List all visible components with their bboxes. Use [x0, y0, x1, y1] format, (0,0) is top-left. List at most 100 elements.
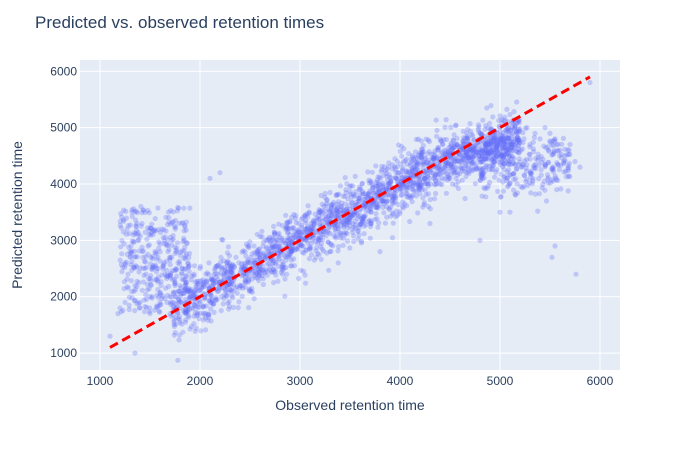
- data-point: [469, 165, 475, 171]
- data-point: [444, 148, 450, 154]
- data-point: [217, 170, 223, 176]
- data-point: [361, 223, 367, 229]
- data-point: [322, 208, 328, 214]
- data-point: [151, 228, 157, 234]
- data-point: [426, 149, 432, 155]
- data-point: [264, 261, 270, 267]
- data-point: [226, 274, 232, 280]
- data-point: [144, 287, 150, 293]
- data-point: [491, 158, 497, 165]
- data-point: [504, 135, 510, 141]
- data-point: [389, 198, 395, 204]
- data-point: [375, 180, 381, 186]
- data-point: [351, 224, 357, 230]
- data-point: [502, 128, 508, 134]
- data-point: [243, 261, 249, 267]
- data-point: [411, 172, 417, 178]
- data-point: [337, 183, 343, 189]
- data-point: [190, 305, 196, 311]
- data-point: [161, 260, 167, 266]
- data-point: [264, 246, 270, 252]
- data-point: [338, 207, 344, 213]
- data-point: [333, 207, 339, 213]
- data-point: [382, 199, 388, 205]
- data-point: [318, 210, 324, 216]
- data-point: [499, 152, 505, 158]
- data-point: [469, 168, 475, 174]
- data-point: [387, 178, 394, 185]
- data-point: [129, 295, 135, 301]
- data-point: [366, 190, 372, 196]
- data-point: [431, 151, 437, 157]
- data-point: [388, 204, 394, 210]
- data-point: [202, 310, 209, 316]
- data-point: [506, 147, 512, 153]
- data-point: [174, 245, 180, 251]
- data-point: [352, 173, 358, 179]
- data-point: [490, 153, 496, 159]
- data-point: [245, 279, 251, 285]
- data-point: [500, 130, 506, 136]
- data-point: [213, 274, 219, 280]
- data-point: [315, 250, 321, 257]
- data-point: [237, 282, 243, 289]
- data-point: [200, 282, 206, 288]
- data-point: [325, 230, 331, 236]
- data-point: [432, 173, 438, 179]
- data-point: [397, 148, 403, 154]
- data-point: [155, 205, 161, 211]
- data-point: [500, 164, 506, 170]
- data-point: [224, 283, 230, 289]
- data-point: [225, 258, 231, 264]
- data-point: [246, 287, 252, 293]
- data-point: [185, 307, 191, 314]
- data-point: [394, 179, 401, 185]
- data-point: [434, 154, 440, 160]
- data-point: [422, 159, 428, 166]
- data-point: [172, 226, 178, 232]
- data-point: [460, 128, 466, 134]
- data-point: [543, 198, 550, 204]
- data-point: [484, 147, 490, 153]
- data-point: [167, 294, 173, 300]
- data-point: [483, 162, 489, 168]
- data-point: [178, 291, 184, 297]
- data-point: [191, 271, 197, 277]
- data-point: [265, 236, 272, 242]
- data-point: [194, 282, 200, 289]
- data-point: [302, 272, 308, 278]
- data-point: [489, 167, 495, 173]
- data-point: [140, 207, 146, 213]
- data-point: [342, 207, 349, 213]
- data-point: [205, 317, 211, 323]
- data-point: [298, 243, 304, 249]
- data-point: [416, 185, 422, 191]
- data-point: [249, 289, 255, 295]
- data-point: [223, 288, 229, 294]
- data-point: [459, 166, 465, 172]
- data-point: [349, 212, 355, 218]
- data-point: [408, 160, 414, 167]
- data-point: [256, 269, 263, 275]
- data-point: [498, 193, 504, 199]
- data-point: [472, 153, 478, 159]
- data-point: [201, 296, 207, 302]
- data-point: [192, 291, 198, 297]
- data-point: [432, 174, 438, 180]
- data-point: [292, 216, 298, 222]
- data-point: [376, 182, 382, 188]
- data-point: [367, 204, 373, 210]
- data-point: [206, 314, 212, 320]
- data-point: [283, 257, 289, 263]
- data-point: [327, 215, 333, 221]
- data-point: [176, 258, 183, 264]
- data-point: [385, 187, 391, 193]
- data-point: [498, 162, 504, 168]
- data-point: [285, 229, 291, 235]
- data-point: [242, 284, 248, 290]
- data-point: [226, 260, 232, 266]
- data-point: [261, 250, 267, 256]
- data-point: [147, 311, 153, 317]
- data-point: [239, 293, 245, 299]
- data-point: [435, 172, 441, 178]
